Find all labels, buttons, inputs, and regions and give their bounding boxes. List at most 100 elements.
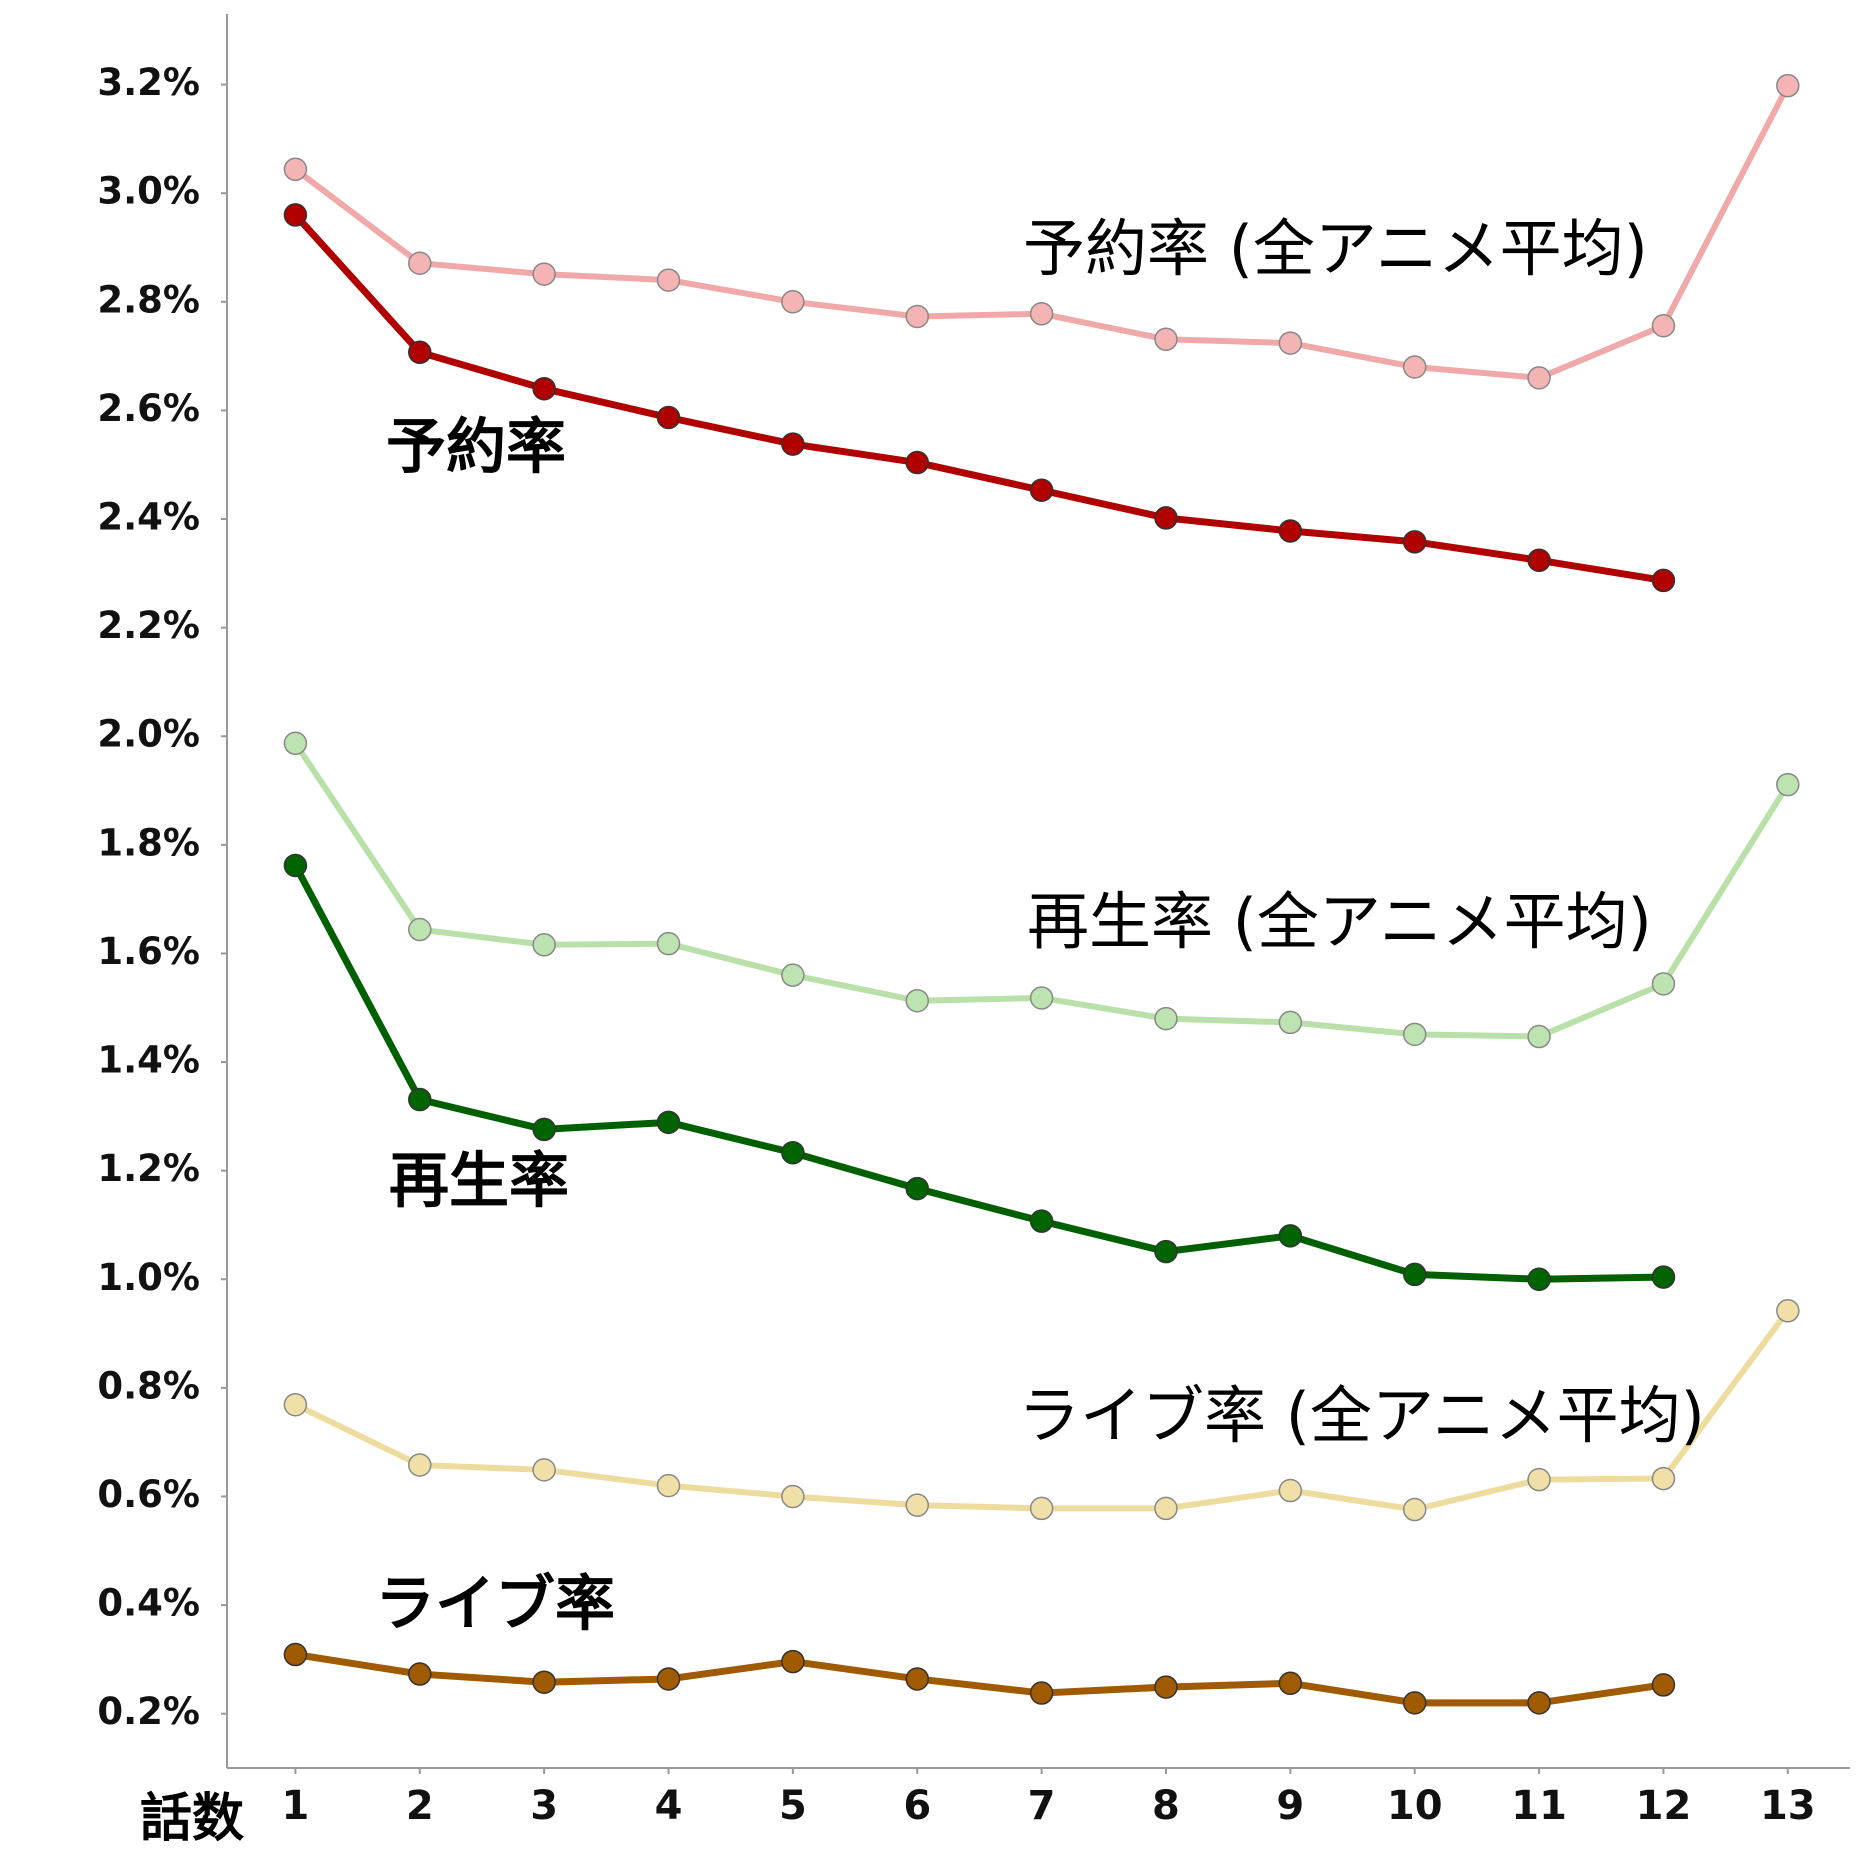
series-label: 予約率 (全アニメ平均) <box>1023 212 1648 285</box>
series-marker <box>1402 530 1427 554</box>
y-tick-label: 1.8% <box>97 821 200 864</box>
series-marker <box>1154 1239 1178 1264</box>
series-marker <box>408 917 432 942</box>
series-marker <box>1651 1673 1676 1697</box>
series-marker <box>283 1392 308 1417</box>
series-marker <box>1278 1224 1303 1248</box>
y-tick-label: 2.8% <box>97 278 200 321</box>
series-marker <box>1029 1681 1054 1705</box>
y-tick-label: 2.0% <box>97 713 200 756</box>
x-tick-label: 9 <box>1276 1783 1304 1829</box>
series-marker <box>1029 986 1054 1010</box>
series-marker <box>1154 1675 1178 1699</box>
x-tick-label: 3 <box>530 1783 558 1829</box>
x-axis-label: 話数 <box>140 1789 244 1849</box>
series-marker <box>905 1667 929 1691</box>
series-marker <box>1527 1024 1551 1049</box>
y-tick-label: 3.0% <box>97 170 200 213</box>
series-marker <box>1651 972 1676 996</box>
y-tick-label: 1.0% <box>97 1256 200 1299</box>
series-marker <box>1278 519 1303 543</box>
series-marker <box>532 1670 556 1694</box>
series-marker <box>1029 302 1054 326</box>
series-marker <box>1402 1022 1427 1047</box>
y-tick-label: 1.4% <box>97 1039 200 1082</box>
x-tick-label: 5 <box>779 1783 807 1829</box>
series-marker <box>408 251 432 276</box>
series-marker <box>408 1662 432 1686</box>
series-marker <box>905 988 929 1013</box>
y-tick-label: 1.2% <box>97 1147 200 1190</box>
series-marker <box>1651 568 1676 593</box>
x-tick-label: 11 <box>1511 1783 1567 1829</box>
series-marker <box>1651 1265 1676 1289</box>
series-marker <box>1278 1010 1303 1035</box>
series-label: ライブ率 (全アニメ平均) <box>1018 1379 1705 1452</box>
series-marker <box>1154 506 1178 530</box>
series-line <box>294 1651 1664 1707</box>
series-marker <box>905 1493 929 1517</box>
series-marker <box>1154 1496 1178 1521</box>
series-marker <box>408 1087 432 1112</box>
series-marker <box>532 1117 556 1142</box>
y-tick-label: 1.6% <box>97 930 200 973</box>
series-marker <box>781 1140 805 1165</box>
series-marker <box>781 290 805 314</box>
series-marker <box>781 1484 805 1509</box>
series-marker <box>1278 331 1303 355</box>
series-marker <box>1651 313 1676 338</box>
series-marker <box>1154 327 1178 352</box>
series-marker <box>1776 772 1800 797</box>
x-tick-label: 7 <box>1028 1783 1056 1829</box>
y-tick-label: 0.4% <box>97 1582 200 1625</box>
series-line <box>292 212 1665 584</box>
series-marker <box>1029 478 1054 502</box>
series-marker <box>1154 1006 1178 1031</box>
series-marker <box>1651 1466 1676 1491</box>
series-marker <box>408 1453 432 1477</box>
x-tick-label: 13 <box>1760 1783 1816 1829</box>
series-marker <box>283 157 308 182</box>
series-marker <box>1776 1299 1800 1323</box>
series-marker <box>532 376 556 401</box>
x-tick-label: 2 <box>406 1783 434 1829</box>
series-marker <box>1029 1496 1054 1521</box>
y-tick-label: 0.6% <box>97 1473 200 1516</box>
series-marker <box>656 1473 681 1498</box>
y-tick-label: 0.2% <box>97 1690 200 1733</box>
y-tick-label: 3.2% <box>97 61 200 104</box>
series-marker <box>905 450 929 475</box>
series-marker <box>532 262 556 286</box>
y-tick-label: 2.6% <box>97 387 200 430</box>
series-marker <box>781 1649 805 1674</box>
series-marker <box>1402 1262 1427 1287</box>
x-tick-label: 12 <box>1636 1783 1692 1829</box>
series-label: 再生率 <box>389 1147 569 1217</box>
series-label: 再生率 (全アニメ平均) <box>1027 885 1652 958</box>
series-marker <box>656 1667 681 1691</box>
series-marker <box>283 203 308 227</box>
series-marker <box>283 731 308 756</box>
series-marker <box>656 405 681 430</box>
series-marker <box>1527 548 1551 573</box>
series-marker <box>1527 1267 1551 1292</box>
x-tick-label: 1 <box>281 1783 309 1829</box>
series-line <box>292 863 1664 1283</box>
series-label: ライブ率 <box>375 1570 615 1640</box>
series-marker <box>905 304 929 329</box>
series-marker <box>656 268 681 292</box>
series-marker <box>532 933 556 957</box>
series-marker <box>1278 1478 1303 1503</box>
series-marker <box>1527 1467 1551 1492</box>
series-marker <box>781 963 805 987</box>
series-marker <box>1278 1671 1303 1696</box>
series-marker <box>905 1176 929 1201</box>
series-marker <box>532 1458 556 1482</box>
series-marker <box>656 1110 681 1135</box>
series-marker <box>1527 366 1551 390</box>
x-tick-label: 4 <box>655 1783 683 1829</box>
x-tick-label: 10 <box>1387 1783 1443 1829</box>
series-marker <box>1527 1691 1551 1715</box>
